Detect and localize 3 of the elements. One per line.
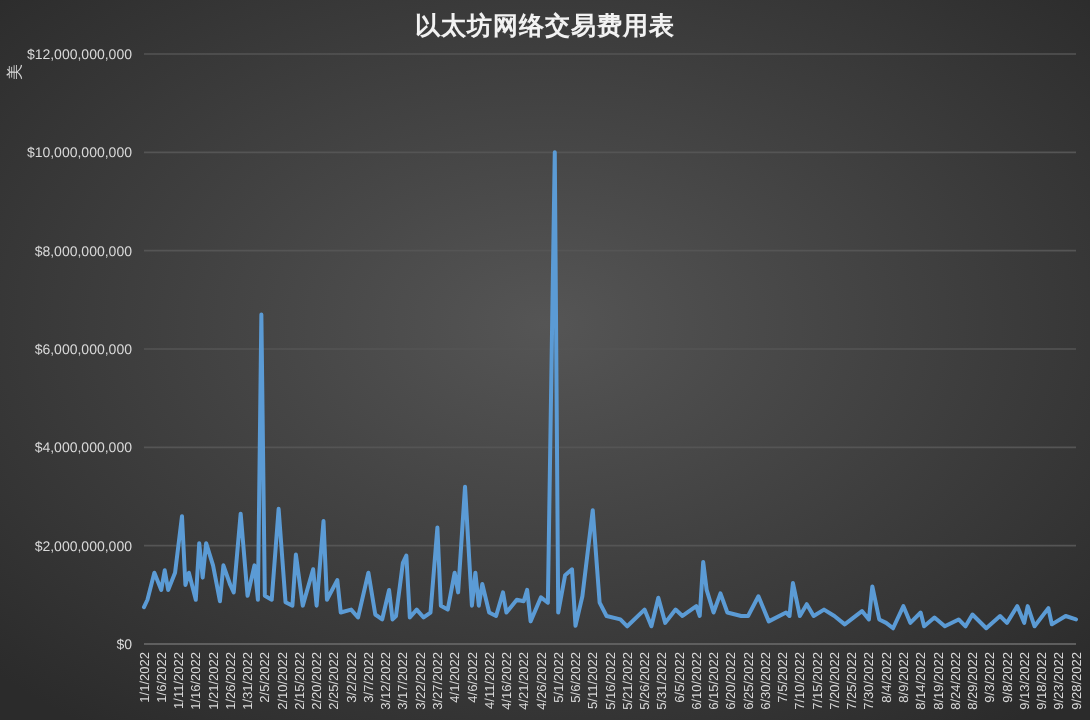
y-axis-title: 美 bbox=[6, 64, 24, 80]
chart-title: 以太坊网络交易费用表 bbox=[415, 10, 675, 40]
line-series bbox=[142, 150, 1078, 631]
